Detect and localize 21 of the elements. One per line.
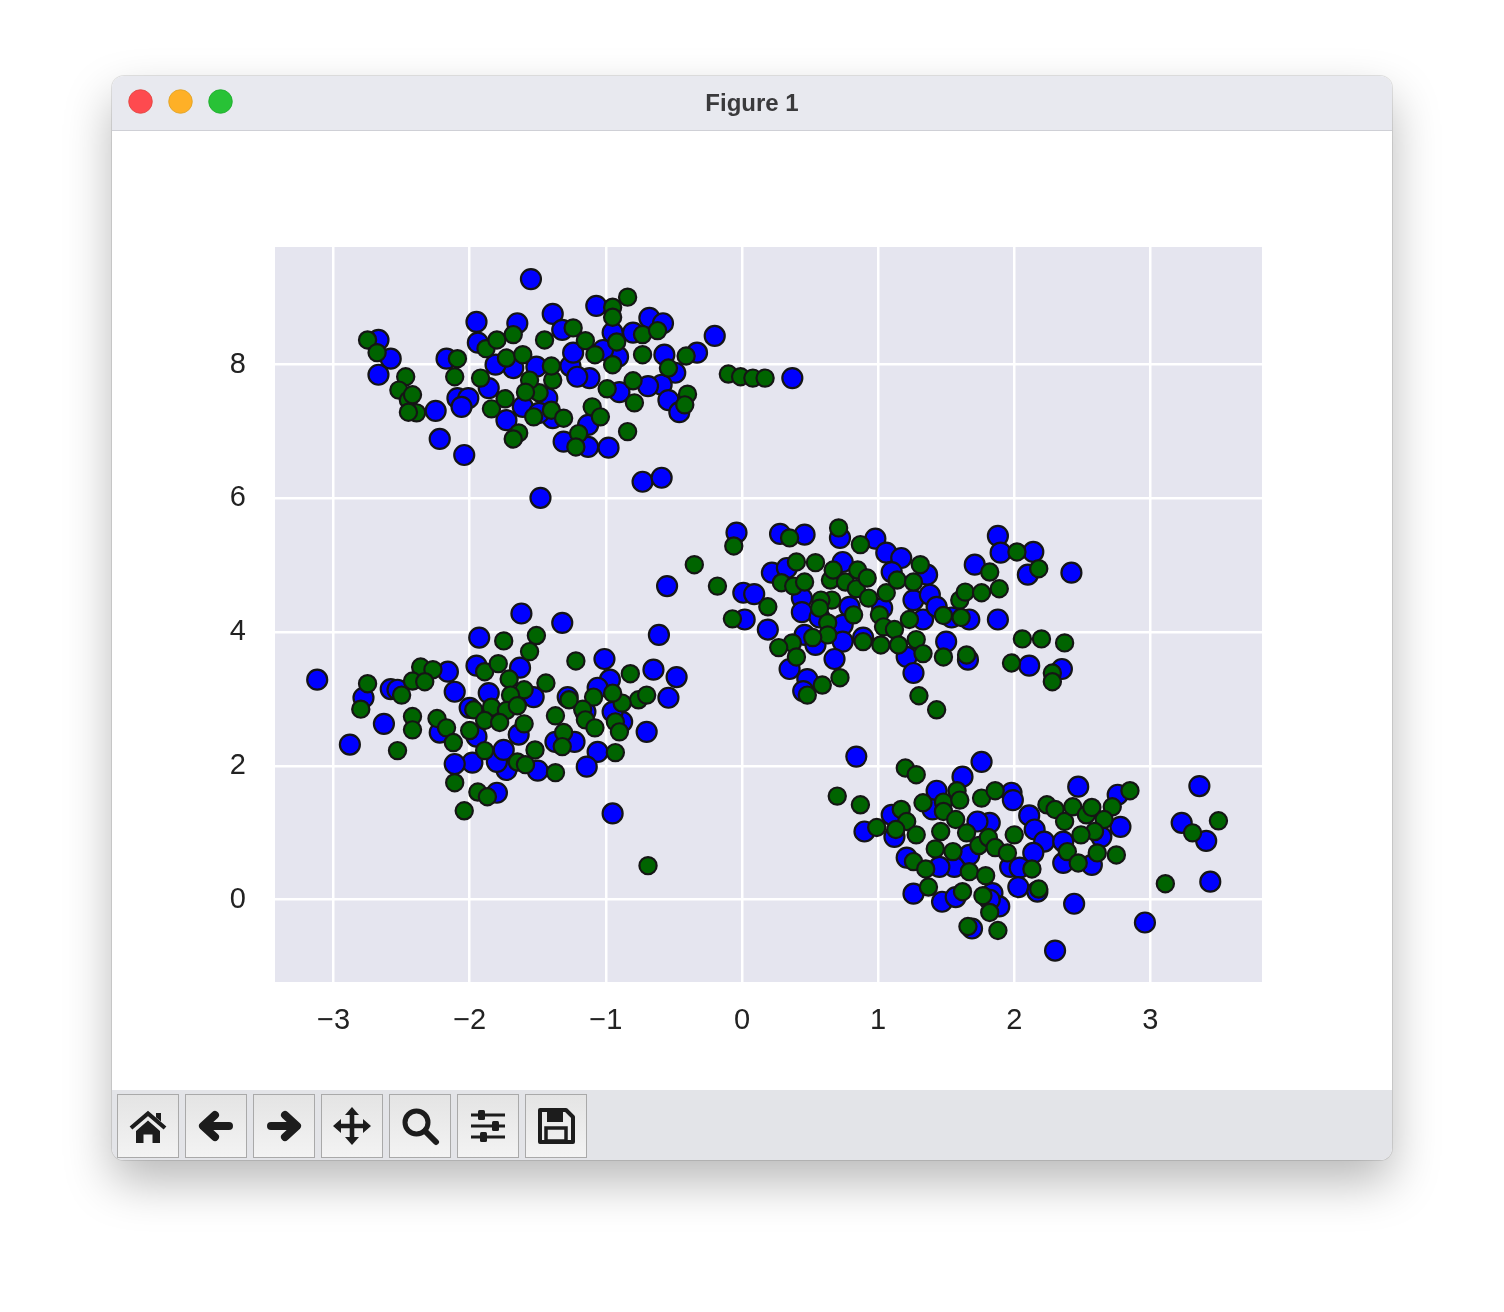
- home-button[interactable]: [117, 1094, 179, 1158]
- y-tick-label: 2: [229, 747, 246, 780]
- x-tick-label: 3: [1142, 1003, 1159, 1036]
- x-tick-label: −3: [317, 1003, 351, 1036]
- arrow-right-button[interactable]: [253, 1094, 315, 1158]
- y-tick-label: 6: [229, 480, 246, 513]
- x-tick-label: 2: [1006, 1003, 1023, 1036]
- sliders-button[interactable]: [457, 1094, 519, 1158]
- close-button[interactable]: [128, 89, 153, 114]
- x-tick-label: 1: [870, 1003, 887, 1036]
- move-button[interactable]: [321, 1094, 383, 1158]
- chart-title: Figure 1: [705, 89, 799, 117]
- y-tick-label: 4: [229, 614, 246, 647]
- x-tick-label: 0: [733, 1003, 751, 1036]
- y-tick-label: 8: [229, 346, 246, 379]
- x-tick-label: −1: [589, 1003, 623, 1036]
- arrow-left-button[interactable]: [185, 1094, 247, 1158]
- y-tick-label: 0: [229, 881, 246, 914]
- magnifier-button[interactable]: [389, 1094, 451, 1158]
- x-tick-label: −2: [453, 1003, 487, 1036]
- save-button[interactable]: [525, 1094, 587, 1158]
